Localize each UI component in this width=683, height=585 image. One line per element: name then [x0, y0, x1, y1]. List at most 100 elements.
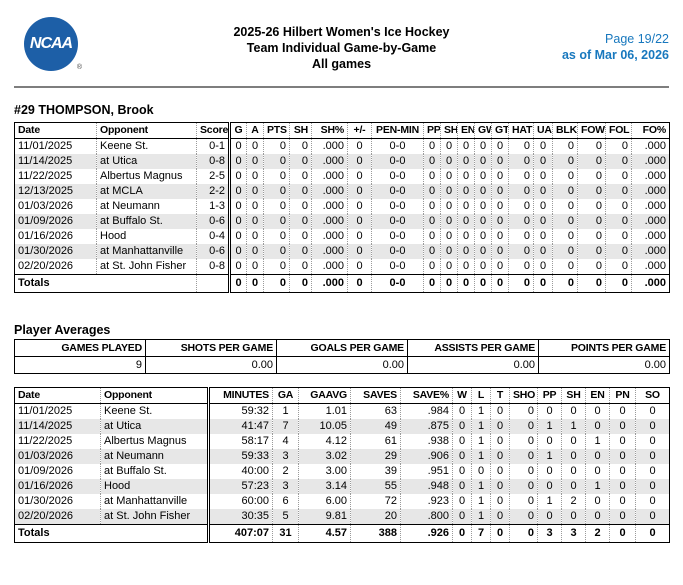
cell-pn: 0 — [609, 434, 636, 449]
cell-fow: 0 — [577, 138, 606, 154]
cell-so: 0 — [635, 509, 670, 525]
cell-pn: 0 — [609, 419, 636, 434]
cell-fol: 0 — [605, 229, 632, 244]
cell-ua: 0 — [533, 229, 553, 244]
cell-fow: 0 — [577, 259, 606, 275]
column-header-date: Date — [14, 387, 101, 404]
cell-pp: 0 — [423, 214, 441, 229]
registered-trademark-icon: ® — [76, 64, 82, 71]
cell-gw: 0 — [474, 259, 492, 275]
cell-fo: .000 — [631, 274, 670, 293]
cell-pts: 0 — [263, 259, 290, 275]
cell-ga: 3 — [272, 449, 299, 464]
cell-date: 11/22/2025 — [18, 435, 73, 447]
cell-sho: 0 — [509, 419, 538, 434]
cell-score: 0-6 — [196, 244, 230, 259]
cell-ua: 0 — [533, 214, 553, 229]
table-row: 02/20/2026 at St. John Fisher 0-8 0 0 0 0.000 0… — [15, 259, 670, 275]
cell-minutes: 59:33 — [207, 449, 273, 464]
cell-score: 1-3 — [196, 199, 230, 214]
cell-save: .926 — [400, 524, 453, 543]
cell-sho: 0 — [509, 449, 538, 464]
column-header-assists-per-game: ASSISTS PER GAME — [407, 339, 539, 357]
cell-w: 0 — [452, 464, 472, 479]
table-row: 11/22/2025 Albertus Magnus 58:17 4 4.12 61.93… — [15, 434, 670, 449]
cell-sh: 0 — [289, 138, 312, 154]
cell-sh: 0 — [289, 259, 312, 275]
cell-pp: 0 — [423, 138, 441, 154]
cell-ga: 5 — [272, 509, 299, 525]
cell-sh: 0 — [440, 169, 458, 184]
cell-hat: 0 — [508, 184, 534, 199]
cell-en: 0 — [457, 259, 475, 275]
cell-blk: 0 — [552, 244, 578, 259]
cell-score: 0-8 — [196, 154, 230, 169]
cell-opponent: Hood — [96, 229, 197, 244]
cell-col: 0 — [347, 229, 372, 244]
cell-so: 0 — [635, 419, 670, 434]
cell-l: 1 — [471, 434, 491, 449]
cell-fol: 0 — [605, 138, 632, 154]
cell-l: 1 — [471, 479, 491, 494]
cell-fo: .000 — [631, 154, 670, 169]
cell-t: 0 — [490, 479, 510, 494]
cell-date: 11/01/2025 — [18, 140, 73, 152]
cell-ua: 0 — [533, 169, 553, 184]
table-row: 01/16/2026 Hood 57:23 3 3.14 55.948 0 1 0 0 0 0 1 0 0 — [14, 479, 670, 494]
cell-l: 1 — [471, 509, 491, 525]
cell-saves: 39 — [350, 464, 401, 479]
cell-en: 0 — [585, 403, 610, 419]
column-header-gt: GT — [491, 122, 509, 139]
cell-points-per-game: 0.00 — [538, 356, 670, 374]
cell-pts: 0 — [263, 154, 290, 169]
cell-saves: 63 — [350, 403, 401, 419]
column-header-fo: FO% — [631, 122, 670, 139]
cell-g: 0 — [228, 138, 247, 154]
column-header-opponent: Opponent — [96, 122, 197, 139]
cell-save: .938 — [400, 434, 453, 449]
cell-pn: 0 — [609, 403, 636, 419]
cell-t: 0 — [490, 464, 510, 479]
cell-gaavg: 10.05 — [298, 419, 351, 434]
cell-games-played: 9 — [135, 359, 142, 371]
cell-blk: 0 — [552, 138, 578, 154]
cell-en: 0 — [457, 229, 475, 244]
table-row: 9 0.00 0.00 0.00 0.00 — [15, 356, 670, 374]
cell-sh: 0 — [289, 199, 312, 214]
column-header-so: SO — [635, 387, 670, 404]
cell-gt: 0 — [491, 184, 509, 199]
cell-pen-min: 0-0 — [371, 199, 424, 214]
cell-sh: 0 — [561, 434, 586, 449]
totals-row: Totals 407:07 31 4.57 388.926 0 7 0 0 3 3 2 0 0 — [14, 524, 670, 543]
cell-g: 0 — [228, 184, 247, 199]
cell-sh: 0 — [289, 214, 312, 229]
cell-minutes: 59:32 — [207, 403, 273, 419]
cell-pen-min: 0-0 — [371, 138, 424, 154]
cell-minutes: 57:23 — [207, 479, 273, 494]
cell-score: 0-8 — [196, 259, 230, 275]
cell-t: 0 — [490, 419, 510, 434]
column-header-date: Date — [14, 122, 97, 139]
cell-sh: 0 — [561, 449, 586, 464]
cell-score: 0-6 — [196, 214, 230, 229]
cell-sh: 0 — [440, 184, 458, 199]
cell-l: 1 — [471, 403, 491, 419]
cell-t: 0 — [490, 524, 510, 543]
column-header-pn: PN — [609, 387, 636, 404]
column-header-minutes: MINUTES — [207, 387, 273, 404]
ncaa-logo: NCAA ® — [24, 17, 82, 71]
cell-sh: 0 — [440, 259, 458, 275]
cell-date: 11/22/2025 — [18, 170, 73, 182]
cell-pp: 1 — [537, 494, 562, 509]
cell-pp: 0 — [423, 244, 441, 259]
cell-fow: 0 — [577, 199, 606, 214]
cell-fol: 0 — [605, 244, 632, 259]
goalie-game-by-game-table: Date Opponent MINUTES GA GAAVG SAVES SAVE% W L T S… — [14, 387, 670, 543]
cell-fol: 0 — [605, 184, 632, 199]
cell-pen-min: 0-0 — [371, 244, 424, 259]
cell-pts: 0 — [263, 214, 290, 229]
column-header-games-played: GAMES PLAYED — [14, 339, 146, 357]
cell-a: 0 — [246, 199, 264, 214]
cell-minutes: 58:17 — [207, 434, 273, 449]
cell-pp: 0 — [537, 403, 562, 419]
